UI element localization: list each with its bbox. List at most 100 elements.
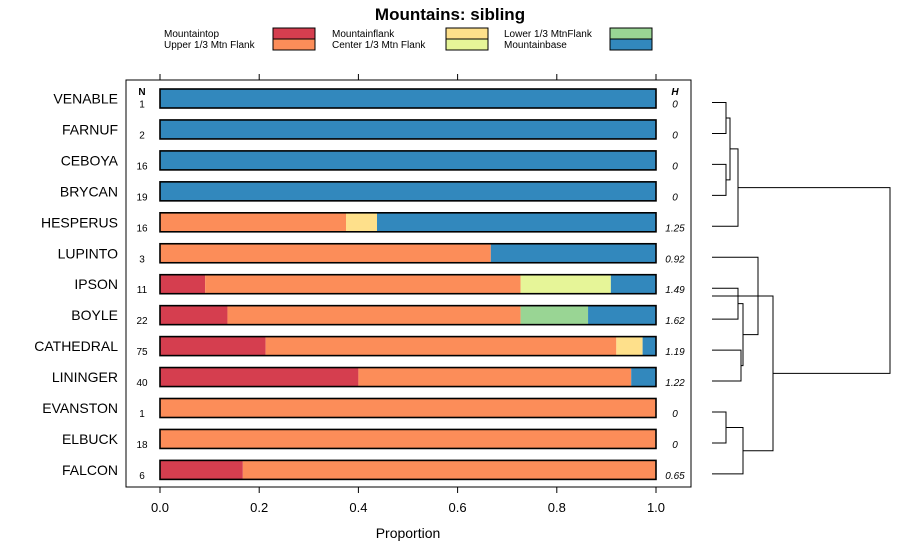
h-value: 0 — [672, 100, 678, 111]
h-value: 0.92 — [665, 254, 685, 265]
legend-swatch-lower-1-3-mtnflank — [609, 27, 653, 40]
bar-segment-upper-1-3-mtn-flank — [160, 429, 656, 449]
n-value: 19 — [136, 192, 148, 203]
x-tick-label: 1.0 — [647, 500, 665, 515]
legend-label-mountainbase: Mountainbase — [504, 40, 567, 51]
bar-outline — [159, 119, 657, 140]
h-value: 1.25 — [665, 223, 685, 234]
bar-segment-mountainbase — [490, 243, 656, 263]
n-value: 11 — [137, 285, 148, 296]
row-label: BRYCAN — [60, 183, 118, 199]
row-label: CATHEDRAL — [34, 338, 118, 354]
row-venable: VENABLE 1 0 — [53, 88, 678, 111]
bar-segment-mountainflank — [346, 212, 377, 232]
row-lininger: LININGER 40 1.22 — [52, 366, 685, 389]
dendrogram — [712, 102, 891, 475]
bar-segment-mountainbase — [160, 89, 656, 108]
bar-outline — [159, 181, 657, 202]
bar-segment-upper-1-3-mtn-flank — [160, 243, 491, 263]
legend-swatch-mountaintop — [272, 27, 316, 40]
n-value: 16 — [136, 161, 148, 172]
row-label: FALCON — [62, 462, 118, 478]
plot-frame — [125, 79, 692, 488]
bar-segment-mountainbase — [588, 305, 656, 325]
bar-segment-upper-1-3-mtn-flank — [205, 274, 521, 294]
n-value: 3 — [139, 254, 145, 265]
bar-outline — [159, 150, 657, 171]
dendrogram-link — [712, 148, 739, 227]
h-value: 0 — [672, 130, 678, 141]
bar-segment-mountaintop — [160, 460, 243, 480]
row-cathedral: CATHEDRAL 75 1.19 — [34, 335, 685, 358]
row-label: LUPINTO — [58, 245, 119, 261]
h-value: 0 — [672, 440, 678, 451]
bar-segment-mountainbase — [160, 181, 656, 201]
x-tick-label: 0.4 — [349, 500, 367, 515]
h-value: 0.65 — [665, 471, 685, 482]
n-value: 1 — [139, 409, 145, 420]
bar-segment-lower-1-3-mtnflank — [520, 305, 589, 325]
bar-segment-center-1-3-mtn-flank — [520, 274, 611, 294]
bar-outline — [159, 366, 657, 388]
dendrogram-link — [712, 102, 727, 134]
legend-swatch-center-1-3-mtn-flank — [445, 38, 489, 51]
row-label: IPSON — [74, 276, 118, 292]
x-tick-label: 0.8 — [548, 500, 566, 515]
bar-segment-mountainbase — [377, 212, 656, 232]
bar-segment-upper-1-3-mtn-flank — [265, 336, 617, 356]
row-falcon: FALCON 6 0.65 — [62, 459, 685, 482]
row-elbuck: ELBUCK 18 0 — [62, 428, 678, 451]
bar-segment-upper-1-3-mtn-flank — [358, 367, 632, 387]
legend-label-mountainflank: Mountainflank — [332, 29, 395, 40]
row-label: BOYLE — [71, 307, 118, 323]
h-column-header: H — [671, 87, 679, 98]
bar-outline — [159, 212, 657, 233]
n-value: 18 — [136, 440, 148, 451]
row-label: CEBOYA — [61, 152, 119, 168]
row-label: EVANSTON — [42, 400, 118, 416]
bar-outline — [159, 242, 657, 264]
h-value: 0 — [672, 192, 678, 203]
x-axis: 0.0 0.2 0.4 0.6 0.8 1.0 — [151, 74, 665, 515]
bar-segment-mountainbase — [642, 336, 656, 356]
dendrogram-link — [712, 163, 727, 196]
n-value: 6 — [139, 471, 145, 482]
chart-title: Mountains: sibling — [375, 5, 525, 24]
h-value: 1.62 — [665, 316, 685, 327]
bar-outline — [159, 459, 657, 481]
row-boyle: BOYLE 22 1.62 — [71, 304, 685, 327]
n-value: 2 — [139, 130, 145, 141]
h-value: 0 — [672, 409, 678, 420]
row-hesperus: HESPERUS 16 1.25 — [41, 212, 685, 234]
bar-segment-mountainbase — [610, 274, 656, 294]
row-label: LININGER — [52, 369, 118, 385]
n-column-header: N — [138, 87, 145, 98]
row-label: ELBUCK — [62, 431, 119, 447]
bar-segment-upper-1-3-mtn-flank — [160, 212, 346, 232]
h-value: 1.49 — [665, 285, 685, 296]
dendrogram-link — [712, 349, 742, 382]
row-label: VENABLE — [53, 91, 118, 107]
row-farnuf: FARNUF 2 0 — [62, 119, 678, 141]
dendrogram-link — [738, 187, 891, 374]
bar-segment-mountaintop — [160, 274, 206, 294]
legend-swatch-upper-1-3-mtn-flank — [272, 38, 316, 51]
legend-label-mountaintop: Mountaintop — [164, 29, 219, 40]
x-tick-label: 0.2 — [250, 500, 268, 515]
row-brycan: BRYCAN 19 0 — [60, 181, 678, 203]
row-label: HESPERUS — [41, 214, 118, 230]
row-evanston: EVANSTON 1 0 — [42, 397, 678, 420]
bar-segment-upper-1-3-mtn-flank — [160, 398, 656, 418]
bar-segment-mountaintop — [160, 305, 228, 325]
h-value: 0 — [672, 161, 678, 172]
bar-segment-mountainflank — [616, 336, 643, 356]
legend-label-center-1-3-mtn-flank: Center 1/3 Mtn Flank — [332, 40, 426, 51]
dendrogram-link — [712, 426, 744, 475]
n-value: 40 — [136, 378, 148, 389]
n-value: 22 — [136, 316, 148, 327]
row-label: FARNUF — [62, 121, 118, 137]
legend-label-upper-1-3-mtn-flank: Upper 1/3 Mtn Flank — [164, 40, 256, 51]
